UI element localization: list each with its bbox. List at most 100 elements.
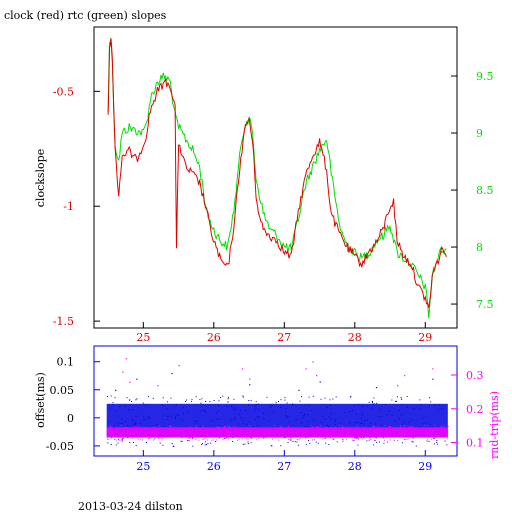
scatter-point: [402, 442, 403, 444]
scatter-point: [345, 434, 347, 436]
scatter-point: [403, 434, 405, 436]
scatter-point: [273, 436, 275, 438]
scatter-point: [257, 425, 259, 427]
scatter-point: [155, 425, 156, 427]
scatter-point: [436, 442, 438, 444]
scatter-point: [266, 396, 268, 398]
scatter-point: [383, 437, 384, 439]
scatter-point: [403, 427, 405, 429]
top-y-tick-label: -1: [63, 200, 74, 213]
scatter-point: [247, 438, 249, 440]
scatter-point: [273, 430, 275, 432]
scatter-point: [326, 406, 328, 408]
scatter-point: [388, 433, 389, 435]
scatter-point: [240, 417, 242, 418]
outlier-point: [319, 381, 321, 383]
scatter-point: [141, 428, 142, 430]
scatter-point: [185, 399, 187, 401]
scatter-point: [445, 436, 447, 437]
scatter-point: [120, 427, 122, 429]
scatter-point: [377, 415, 379, 417]
scatter-point: [334, 419, 336, 420]
scatter-point: [400, 425, 402, 427]
scatter-point: [298, 427, 300, 429]
scatter-point: [312, 439, 314, 441]
scatter-point: [373, 444, 375, 446]
scatter-point: [117, 430, 119, 432]
scatter-point: [270, 445, 272, 447]
scatter-point: [366, 405, 368, 407]
scatter-point: [166, 408, 168, 410]
scatter-point: [411, 426, 413, 428]
scatter-point: [368, 434, 370, 436]
scatter-point: [142, 439, 143, 441]
scatter-point: [134, 426, 136, 428]
scatter-point: [181, 437, 183, 439]
scatter-point: [124, 426, 125, 428]
scatter-point: [422, 417, 424, 419]
scatter-point: [332, 398, 334, 400]
scatter-point: [249, 425, 250, 427]
scatter-point: [127, 424, 129, 426]
scatter-point: [285, 415, 287, 417]
scatter-point: [278, 401, 279, 402]
scatter-point: [308, 425, 310, 427]
outlier-point: [432, 378, 434, 380]
scatter-point: [144, 433, 146, 435]
scatter-point: [357, 421, 359, 423]
scatter-point: [400, 432, 402, 434]
scatter-point: [144, 419, 146, 420]
scatter-point: [412, 437, 414, 439]
scatter-point: [367, 435, 369, 437]
scatter-point: [307, 421, 309, 422]
scatter-point: [319, 436, 321, 438]
scatter-point: [447, 432, 449, 434]
scatter-point: [122, 437, 124, 439]
scatter-point: [326, 424, 328, 426]
scatter-point: [345, 433, 347, 435]
scatter-point: [122, 422, 124, 424]
scatter-point: [218, 437, 220, 439]
scatter-point: [254, 410, 256, 411]
scatter-point: [358, 431, 360, 433]
scatter-point: [434, 435, 436, 437]
scatter-point: [205, 411, 207, 413]
scatter-point: [356, 426, 358, 427]
scatter-point: [171, 443, 173, 445]
scatter-point: [397, 439, 399, 441]
top-panel: clockslope 25 26 27 28 29 -0.5 -1 -1.5 7.5 8 8.5 9 9…: [34, 26, 494, 344]
scatter-point: [257, 427, 259, 429]
scatter-point: [327, 429, 328, 431]
scatter-point: [255, 404, 257, 406]
scatter-point: [368, 435, 370, 437]
scatter-point: [162, 444, 164, 446]
scatter-point: [199, 410, 201, 412]
scatter-point: [122, 438, 124, 440]
scatter-point: [425, 432, 427, 434]
scatter-point: [438, 405, 440, 406]
scatter-point: [272, 438, 273, 440]
scatter-point: [360, 417, 362, 419]
scatter-point: [275, 430, 277, 432]
scatter-point: [117, 422, 119, 424]
scatter-point: [391, 414, 393, 416]
scatter-point: [375, 437, 377, 439]
scatter-point: [216, 412, 218, 414]
scatter-point: [290, 437, 292, 439]
scatter-point: [238, 438, 240, 440]
scatter-point: [129, 399, 131, 401]
scatter-point: [383, 439, 385, 441]
scatter-point: [132, 409, 134, 411]
scatter-point: [267, 434, 269, 436]
scatter-point: [132, 427, 134, 429]
scatter-point: [215, 431, 217, 433]
scatter-point: [334, 420, 336, 422]
scatter-point: [324, 430, 325, 432]
scatter-point: [357, 444, 359, 446]
scatter-point: [434, 426, 436, 428]
scatter-point: [148, 416, 149, 418]
scatter-point: [341, 433, 343, 434]
scatter-point: [161, 437, 163, 439]
scatter-point: [217, 426, 218, 428]
scatter-point: [424, 433, 426, 434]
